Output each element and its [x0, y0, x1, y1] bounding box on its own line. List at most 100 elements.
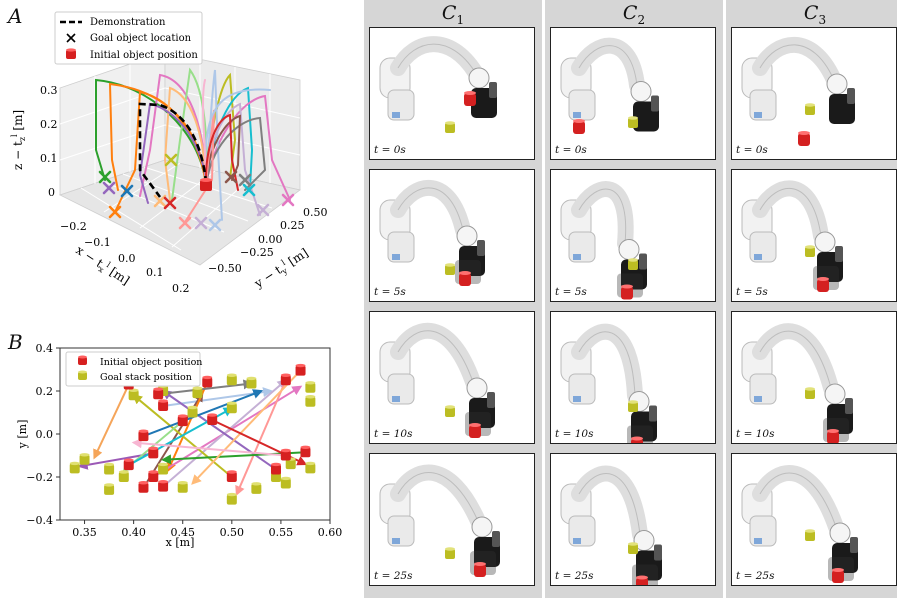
goal-stack-marker [158, 462, 169, 475]
y-tick: 0.00 [258, 233, 283, 246]
red-object-icon [798, 131, 810, 146]
y-tick: −0.25 [240, 246, 274, 259]
robot-frame: t = 10s [731, 311, 897, 444]
time-label: t = 25s [555, 570, 593, 582]
initial-object-marker [200, 178, 212, 191]
time-label: t = 5s [736, 286, 768, 298]
column-header-letter: C [803, 2, 819, 24]
time-variable: t [555, 570, 560, 582]
column-c2: C2 t = 0s [545, 0, 723, 598]
goal-cross-marker [256, 203, 270, 217]
red-object-icon [459, 271, 471, 286]
goal-cross-marker [178, 216, 192, 230]
x-tick: 0.2 [172, 282, 190, 295]
x-tick-label: 0.60 [318, 526, 343, 539]
red-object-icon [631, 436, 643, 443]
column-header: C1 [364, 2, 542, 27]
goal-cross-marker [224, 170, 238, 184]
column-c1: C1 t = 0s [364, 0, 542, 598]
red-object-icon [636, 575, 648, 585]
panel-a-legend [54, 11, 203, 65]
robot-arm [379, 36, 497, 121]
goal-stack-marker [69, 461, 80, 474]
initial-object-marker [207, 413, 218, 426]
initial-object-marker [138, 481, 149, 493]
goal-stack-marker [246, 376, 257, 389]
column-header: C2 [545, 2, 723, 27]
yellow-stack-icon [445, 405, 455, 417]
initial-object-marker [148, 470, 159, 482]
initial-object-marker [226, 470, 237, 482]
x-axis-label: x [m] [166, 536, 195, 549]
time-value: 5s [755, 286, 768, 298]
column-header-index: 3 [818, 12, 827, 27]
legend-red-cup-icon [78, 355, 87, 365]
goal-stack-marker [305, 395, 316, 407]
column-header-index: 1 [456, 12, 465, 27]
robot-arm [741, 465, 858, 573]
goal-stack-marker [187, 405, 198, 418]
initial-object-marker [295, 363, 306, 376]
time-value: 0s [755, 144, 768, 156]
yellow-stack-icon [445, 547, 455, 559]
goal-stack-marker [305, 381, 316, 393]
time-value: 25s [755, 570, 775, 582]
y-tick-label: −0.2 [26, 471, 53, 484]
initial-object-marker [177, 414, 188, 427]
z-axis-label: z − tzl [m] [10, 110, 27, 170]
goal-cross-marker [102, 181, 116, 195]
time-value: 10s [393, 428, 413, 440]
initial-object-marker [300, 445, 311, 458]
y-axis-label: y [m] [16, 420, 29, 450]
time-value: 0s [574, 144, 587, 156]
yellow-stack-icon [805, 387, 815, 399]
robot-arm [379, 464, 500, 567]
robot-scene [741, 465, 858, 583]
initial-object-marker [123, 458, 134, 471]
goal-stack-marker [305, 461, 316, 474]
legend-goal-stack-icon [78, 370, 87, 380]
legend-initial-position: Initial object position [100, 357, 202, 368]
goal-cross-marker [120, 184, 134, 198]
time-label: t = 0s [736, 144, 768, 156]
time-value: 0s [393, 144, 406, 156]
x-tick-label: 0.50 [220, 526, 245, 539]
time-value: 25s [393, 570, 413, 582]
time-label: t = 0s [555, 144, 587, 156]
trajectory-arrow [93, 384, 130, 460]
x-tick-label: 0.45 [170, 526, 195, 539]
y-tick-label: 0.0 [36, 428, 54, 441]
goal-stack-marker [177, 481, 188, 493]
initial-object-marker [153, 387, 164, 400]
yellow-stack-icon [628, 258, 638, 270]
goal-stack-marker [104, 462, 115, 475]
goal-stack-marker [192, 386, 203, 399]
trajectory-arrow [131, 438, 286, 457]
trajectory-arrow [161, 389, 277, 471]
y-tick: 0.25 [280, 219, 305, 232]
initial-object-marker [158, 479, 169, 492]
robot-arm [560, 323, 657, 442]
robot-frame: t = 5s [550, 169, 716, 302]
red-object-icon [573, 119, 585, 134]
robot-scene [741, 180, 843, 292]
robot-arm [379, 180, 485, 276]
time-label: t = 25s [374, 570, 412, 582]
panel-a-3d-plot: Demonstration Goal object location Initi… [10, 11, 328, 295]
time-equals: = [740, 570, 756, 582]
goal-cross-marker [281, 193, 295, 207]
column-c3: C3 t = 0s [726, 0, 897, 598]
trajectory-arrow [235, 379, 287, 497]
x-tick: 0.1 [146, 266, 164, 279]
panel-b-legend [65, 351, 201, 387]
goal-stack-marker [128, 388, 139, 401]
robot-arm [741, 180, 843, 282]
goal-cross-marker [238, 173, 252, 187]
time-equals: = [378, 570, 394, 582]
robot-frame: t = 10s [550, 311, 716, 444]
time-label: t = 10s [374, 428, 412, 440]
robot-scene [560, 323, 657, 443]
time-equals: = [740, 286, 756, 298]
yellow-stack-icon [628, 400, 638, 412]
yellow-stack-icon [628, 116, 638, 128]
